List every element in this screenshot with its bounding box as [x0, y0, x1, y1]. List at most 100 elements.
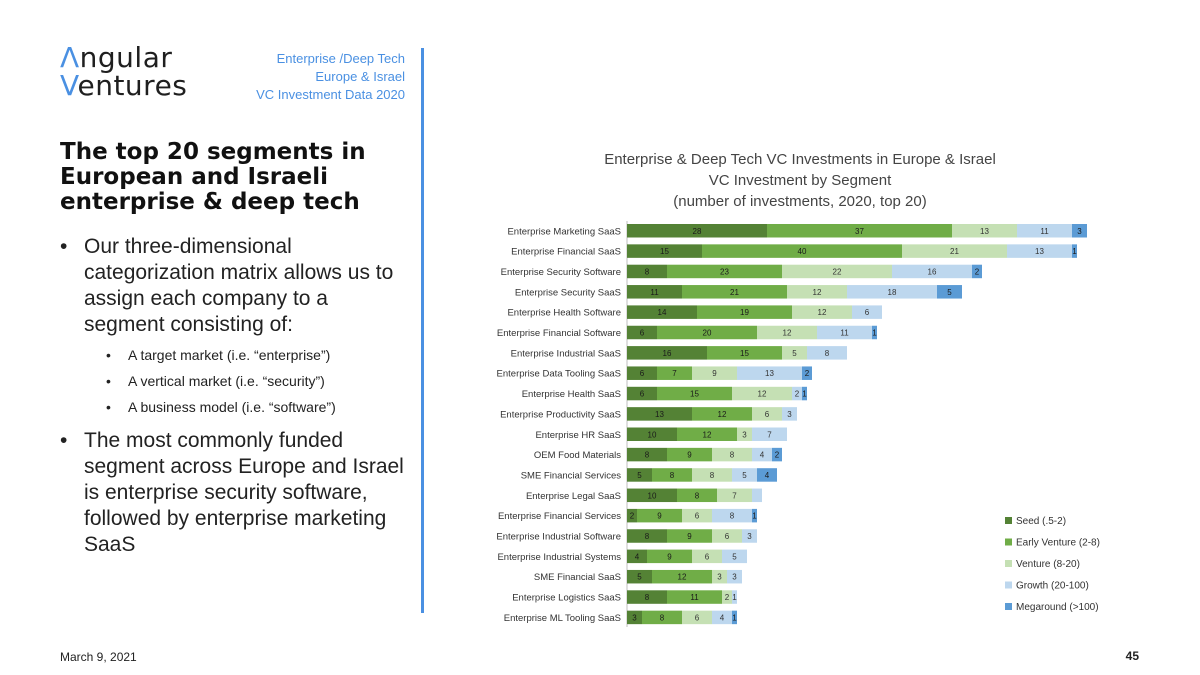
bar-segment [667, 529, 712, 543]
bar-segment [752, 427, 787, 441]
bar-segment [787, 285, 847, 299]
legend-swatch [1005, 517, 1012, 524]
bar-segment [627, 488, 677, 503]
bar-value-label: 6 [865, 308, 870, 317]
bar-value-label: 13 [655, 410, 664, 419]
bar-value-label: 10 [648, 430, 657, 439]
legend-entry: Megaround (>100) [1016, 602, 1099, 613]
bar-segment [742, 529, 757, 543]
bar-value-label: 3 [732, 573, 737, 582]
sub-bullet-text: A vertical market (i.e. “security”) [128, 373, 325, 389]
bullet-text: Our three-dimensional categorization mat… [84, 235, 394, 336]
bar-segment [732, 468, 757, 482]
bar-value-label: 9 [657, 512, 662, 521]
bar-value-label: 15 [740, 349, 749, 358]
bar-value-label: 3 [742, 430, 747, 439]
bar-value-label: 9 [687, 451, 692, 460]
bar-segment [717, 488, 752, 503]
legend-entry: Growth (20-100) [1016, 581, 1089, 592]
category-tick-label: SME Financial Services [521, 470, 622, 481]
bar-value-label: 15 [660, 247, 669, 256]
bar-segment [627, 549, 647, 564]
bar-value-label: 3 [717, 573, 722, 582]
bar-segment [782, 407, 797, 421]
bar-segment [1072, 224, 1087, 238]
bar-value-label: 8 [645, 451, 650, 460]
bullet-dot-icon: • [60, 235, 68, 258]
bullet-dot-icon: • [106, 399, 111, 415]
bullet-dot-icon: • [106, 347, 111, 363]
bar-value-label: 6 [765, 410, 770, 419]
bar-value-label: 12 [818, 308, 827, 317]
bar-segment [792, 386, 802, 401]
bar-segment [732, 610, 737, 625]
bar-segment [792, 305, 852, 319]
bar-segment [627, 346, 707, 360]
bullet-dot-icon: • [60, 429, 68, 452]
bar-segment [682, 610, 712, 625]
bar-segment [667, 264, 782, 279]
bar-segment [937, 285, 962, 299]
category-tick-label: Enterprise Industrial Software [496, 532, 621, 543]
logo-text-1: ngular [79, 41, 173, 74]
bar-segment [752, 447, 772, 462]
legend-entry: Venture (8-20) [1016, 559, 1080, 570]
bar-segment [802, 386, 807, 401]
legend-swatch [1005, 581, 1012, 589]
bar-value-label: 3 [1077, 227, 1082, 236]
bar-value-label: 8 [670, 471, 675, 480]
bar-value-label: 40 [798, 247, 807, 256]
bar-segment [682, 285, 787, 299]
bar-value-label: 4 [720, 613, 725, 622]
bar-segment [627, 305, 697, 319]
bar-segment [1017, 224, 1072, 238]
bar-segment [752, 488, 762, 503]
bar-value-label: 21 [730, 288, 739, 297]
bar-segment [627, 407, 692, 421]
bar-value-label: 4 [765, 471, 770, 480]
bar-value-label: 6 [640, 369, 645, 378]
category-tick-label: Enterprise Financial SaaS [511, 247, 621, 258]
category-tick-label: Enterprise Security SaaS [515, 287, 621, 298]
category-tick-label: Enterprise HR SaaS [535, 430, 621, 441]
bar-segment [637, 508, 682, 523]
bullet-item: • Our three-dimensional categorization ma… [60, 234, 410, 338]
category-tick-label: Enterprise Legal SaaS [526, 491, 621, 502]
bar-segment [652, 468, 692, 482]
bar-segment [712, 569, 727, 584]
bar-segment [712, 529, 742, 543]
bar-segment [627, 325, 657, 340]
category-tick-label: Enterprise Health Software [507, 308, 621, 319]
bar-segment [627, 447, 667, 462]
bar-segment [772, 447, 782, 462]
legend-swatch [1005, 560, 1012, 567]
bar-value-label: 6 [695, 613, 700, 622]
bar-value-label: 16 [928, 267, 937, 276]
bar-segment [852, 305, 882, 319]
bar-segment [732, 590, 737, 604]
bar-value-label: 8 [645, 267, 650, 276]
bar-segment [647, 549, 692, 564]
tagline-line-3: VC Investment Data 2020 [256, 87, 405, 102]
bar-segment [757, 325, 817, 340]
bar-value-label: 1 [872, 329, 877, 338]
category-tick-label: SME Financial SaaS [534, 572, 621, 583]
bar-segment [627, 366, 657, 380]
bar-value-label: 9 [712, 369, 717, 378]
logo-accent-a: Λ [60, 41, 80, 74]
bar-value-label: 8 [825, 349, 830, 358]
category-tick-label: Enterprise ML Tooling SaaS [504, 613, 621, 624]
bar-segment [802, 366, 812, 380]
vertical-divider [421, 48, 424, 613]
bar-segment [627, 610, 642, 625]
bar-value-label: 1 [732, 613, 737, 622]
bar-segment [737, 427, 752, 441]
bar-value-label: 12 [783, 329, 792, 338]
bar-value-label: 9 [687, 532, 692, 541]
bar-value-label: 11 [690, 593, 699, 602]
bar-segment [667, 590, 722, 604]
bar-segment [692, 366, 737, 380]
bar-value-label: 23 [720, 267, 729, 276]
chart-title: Enterprise & Deep Tech VC Investments in… [530, 149, 1070, 212]
bullet-dot-icon: • [106, 373, 111, 389]
